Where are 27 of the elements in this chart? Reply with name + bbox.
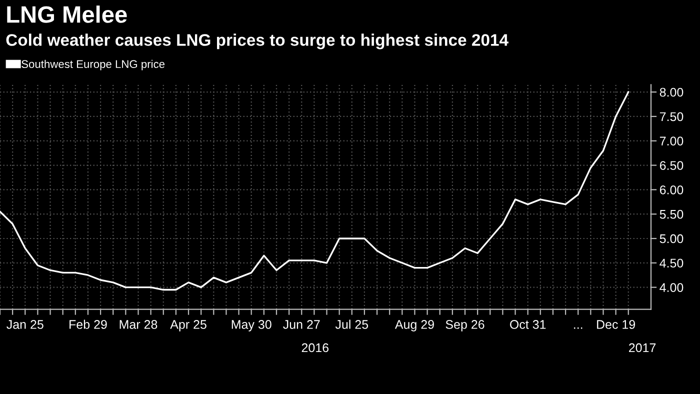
y-tick-label: 4.50 <box>660 258 684 268</box>
x-tick-label: Jul 25 <box>335 320 368 329</box>
x-tick-label: Dec 19 <box>597 320 636 329</box>
x-tick-label: Jan 25 <box>6 320 44 329</box>
line-series <box>0 91 630 291</box>
x-tick-label: Sep 26 <box>446 320 484 332</box>
y-tick-label: 5.00 <box>660 234 684 244</box>
chart-title: LNG Melee <box>7 6 127 23</box>
text: 2016 <box>302 343 329 352</box>
y-tick-label: 6.50 <box>660 161 684 170</box>
x-tick-label: Feb 29 <box>70 320 107 329</box>
x-tick-label: Apr 25 <box>170 320 206 332</box>
x-tick-label: May 30 <box>232 320 272 332</box>
y-tick-label: 7.50 <box>660 112 684 122</box>
y-tick-label: 5.50 <box>660 210 684 219</box>
x-tick-label: Mar 28 <box>120 320 158 329</box>
x-tick-label: Jun 27 <box>283 320 320 329</box>
y-tick-label: 6.00 <box>660 185 684 194</box>
y-tick-label: 8.00 <box>660 88 684 97</box>
y-tick-label: 7.00 <box>660 136 684 146</box>
text: 2017 <box>629 343 656 352</box>
x-tick-label: Aug 29 <box>394 320 434 332</box>
x-tick-label: ... <box>574 327 582 329</box>
x-tick-label: Oct 31 <box>510 320 546 329</box>
chart-subtitle: Cold weather causes LNG prices to surge to highest since 2014 <box>6 34 508 50</box>
y-tick-label: 4.00 <box>660 283 684 292</box>
legend-label: Southwest Europe LNG price <box>22 60 165 70</box>
